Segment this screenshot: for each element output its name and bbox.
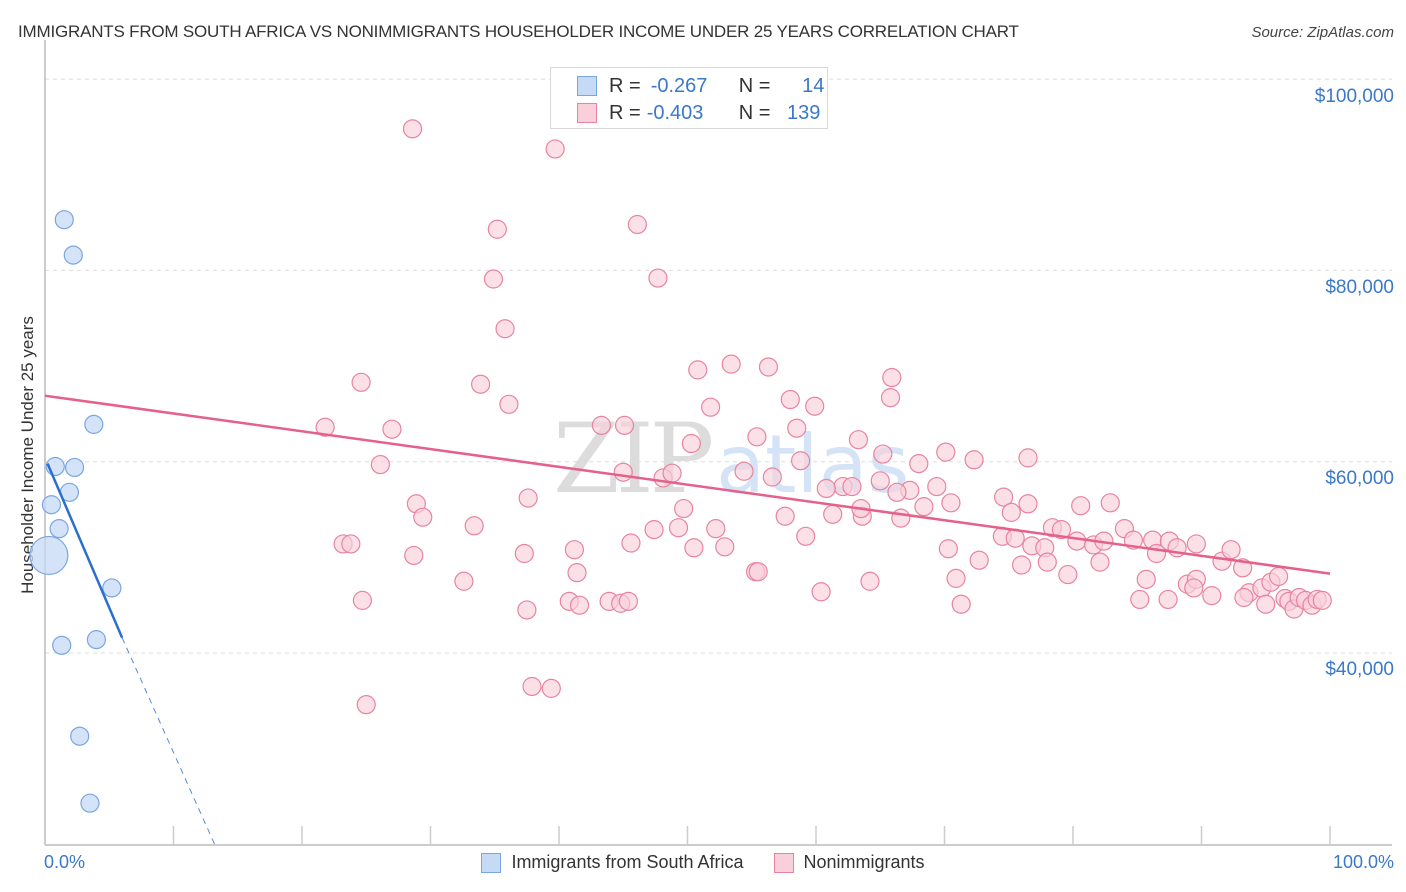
legend-row-immigrants: R = -0.267 N = 14 [577,74,824,98]
pink-swatch-icon [577,103,597,123]
legend-label: Nonimmigrants [803,852,925,872]
legend-label: Immigrants from South Africa [511,852,744,872]
legend-row-nonimmigrants: R = -0.403 N = 139 [577,101,820,125]
legend-item-immigrants[interactable]: Immigrants from South Africa [481,852,744,873]
blue-swatch-icon [481,852,502,873]
y-tick-60000: $60,000 [1325,468,1394,489]
legend-item-nonimmigrants[interactable]: Nonimmigrants [773,852,925,873]
r-label: R = [609,74,641,97]
y-tick-80000: $80,000 [1325,277,1394,298]
source-credit: Source: ZipAtlas.com [1251,24,1394,41]
pink-swatch-icon [773,852,794,873]
correlation-legend: R = -0.267 N = 14 R = -0.403 N = 139 [550,67,828,129]
series-legend: Immigrants from South Africa Nonimmigran… [0,852,1406,873]
gridlines [45,78,1392,654]
n-label: N = [738,74,771,97]
n-value: 14 [802,74,825,97]
r-value: -0.403 [646,101,704,124]
x-tick-min: 0.0% [44,852,86,872]
r-label: R = [609,101,641,124]
r-value: -0.267 [650,74,708,97]
watermark-zip: ZIP [553,403,712,515]
n-value: 139 [787,101,821,124]
nonimmigrants-points [315,119,1332,715]
n-label: N = [738,101,771,124]
blue-swatch-icon [577,76,597,96]
axes [44,40,1392,846]
y-tick-40000: $40,000 [1325,659,1394,680]
watermark: ZIP atlas [553,403,909,515]
trend-lines [44,394,1331,845]
x-tick-max: 100.0% [1332,852,1394,872]
chart-title: IMMIGRANTS FROM SOUTH AFRICA VS NONIMMIG… [18,22,1019,41]
y-tick-100000: $100,000 [1314,86,1394,107]
immigrants-points [29,210,122,813]
